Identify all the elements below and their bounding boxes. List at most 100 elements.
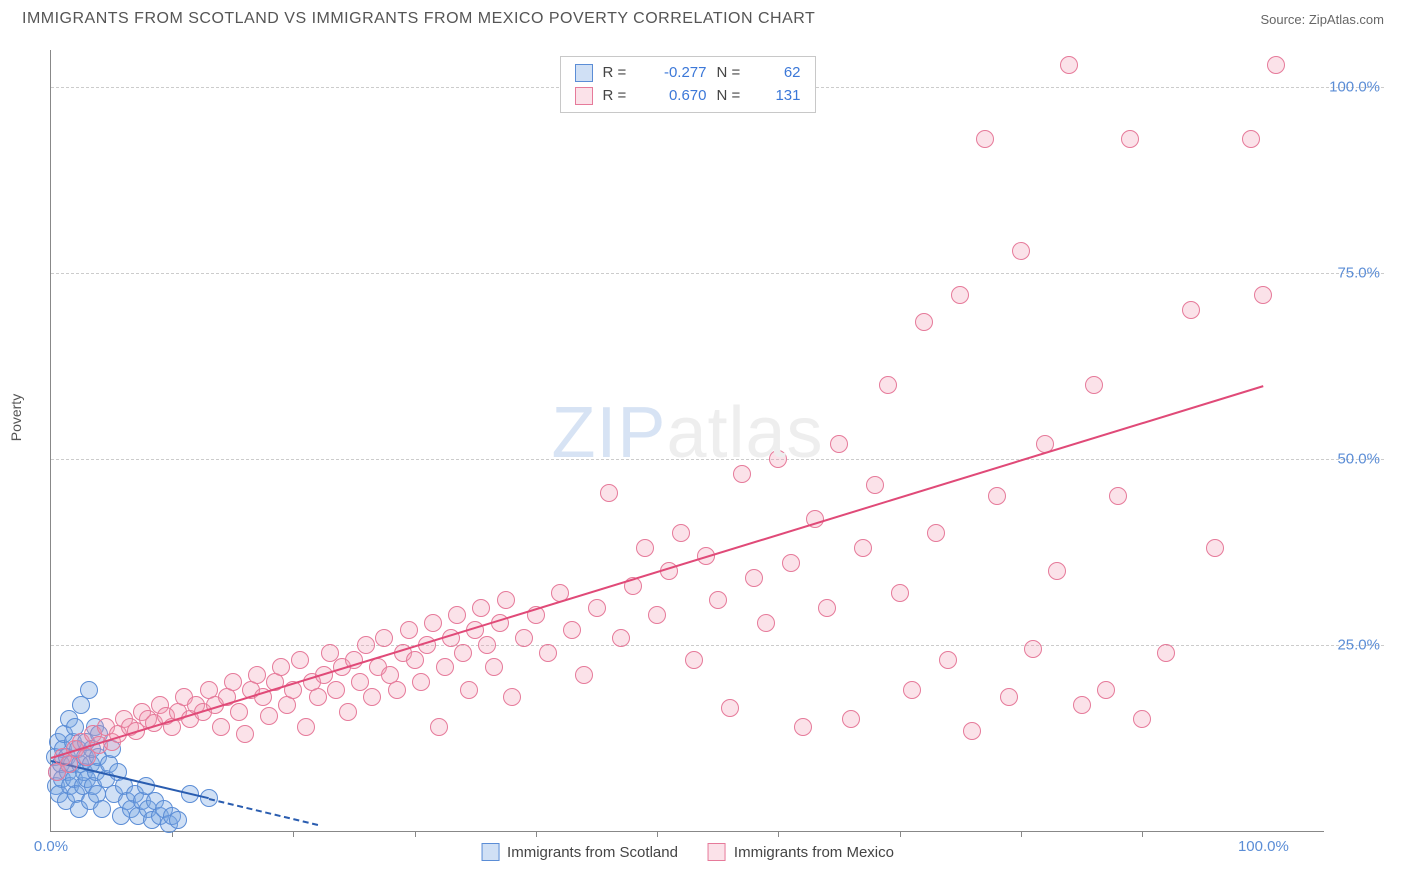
data-point [588,599,606,617]
data-point [406,651,424,669]
data-point [842,710,860,728]
data-point [230,703,248,721]
data-point [478,636,496,654]
data-point [927,524,945,542]
y-axis-label: Poverty [8,394,24,441]
legend-series-label: Immigrants from Mexico [734,844,894,861]
data-point [1109,487,1127,505]
x-tick-mark [536,831,537,837]
data-point [1254,286,1272,304]
data-point [460,681,478,699]
legend-item: Immigrants from Mexico [708,843,894,861]
data-point [891,584,909,602]
correlation-legend: R =-0.277N =62R =0.670N =131 [560,56,816,113]
x-tick-mark [1142,831,1143,837]
data-point [721,699,739,717]
data-point [448,606,466,624]
data-point [539,644,557,662]
data-point [272,658,290,676]
data-point [757,614,775,632]
y-tick-label: 75.0% [1337,265,1380,282]
legend-swatch [575,87,593,105]
data-point [309,688,327,706]
data-point [745,569,763,587]
data-point [1242,130,1260,148]
y-tick-label: 50.0% [1337,451,1380,468]
data-point [939,651,957,669]
x-tick-mark [293,831,294,837]
data-point [93,800,111,818]
legend-swatch [708,843,726,861]
chart-title: IMMIGRANTS FROM SCOTLAND VS IMMIGRANTS F… [22,10,815,28]
data-point [988,487,1006,505]
data-point [224,673,242,691]
data-point [672,524,690,542]
data-point [648,606,666,624]
data-point [1085,376,1103,394]
data-point [685,651,703,669]
data-point [212,718,230,736]
data-point [485,658,503,676]
data-point [436,658,454,676]
data-point [388,681,406,699]
data-point [1024,640,1042,658]
data-point [236,725,254,743]
data-point [339,703,357,721]
data-point [169,811,187,829]
data-point [1267,56,1285,74]
data-point [733,465,751,483]
data-point [976,130,994,148]
legend-item: Immigrants from Scotland [481,843,678,861]
data-point [636,539,654,557]
legend-n-label: N = [717,62,751,85]
gridline [51,273,1384,274]
data-point [866,476,884,494]
data-point [963,722,981,740]
data-point [503,688,521,706]
data-point [1048,562,1066,580]
data-point [248,666,266,684]
data-point [412,673,430,691]
legend-r-label: R = [603,85,637,108]
x-tick-mark [415,831,416,837]
data-point [1060,56,1078,74]
legend-r-value: -0.277 [647,62,707,85]
data-point [600,484,618,502]
source-attribution: Source: ZipAtlas.com [1260,12,1384,27]
data-point [563,621,581,639]
data-point [363,688,381,706]
data-point [1121,130,1139,148]
data-point [260,707,278,725]
x-tick-label: 0.0% [34,838,68,855]
x-tick-mark [657,831,658,837]
data-point [430,718,448,736]
x-tick-mark [1021,831,1022,837]
legend-r-value: 0.670 [647,85,707,108]
trend-line-extension [208,798,318,826]
data-point [951,286,969,304]
data-point [454,644,472,662]
data-point [515,629,533,647]
data-point [472,599,490,617]
data-point [1000,688,1018,706]
data-point [575,666,593,684]
legend-n-label: N = [717,85,751,108]
data-point [1206,539,1224,557]
x-tick-label: 100.0% [1238,838,1289,855]
data-point [709,591,727,609]
plot-area: ZIPatlas R =-0.277N =62R =0.670N =131 Im… [50,50,1324,832]
x-tick-mark [172,831,173,837]
data-point [782,554,800,572]
data-point [903,681,921,699]
data-point [1097,681,1115,699]
legend-row: R =-0.277N =62 [575,62,801,85]
data-point [1157,644,1175,662]
data-point [80,681,98,699]
data-point [1133,710,1151,728]
data-point [1182,301,1200,319]
data-point [291,651,309,669]
legend-swatch [481,843,499,861]
data-point [327,681,345,699]
gridline [51,645,1384,646]
data-point [424,614,442,632]
